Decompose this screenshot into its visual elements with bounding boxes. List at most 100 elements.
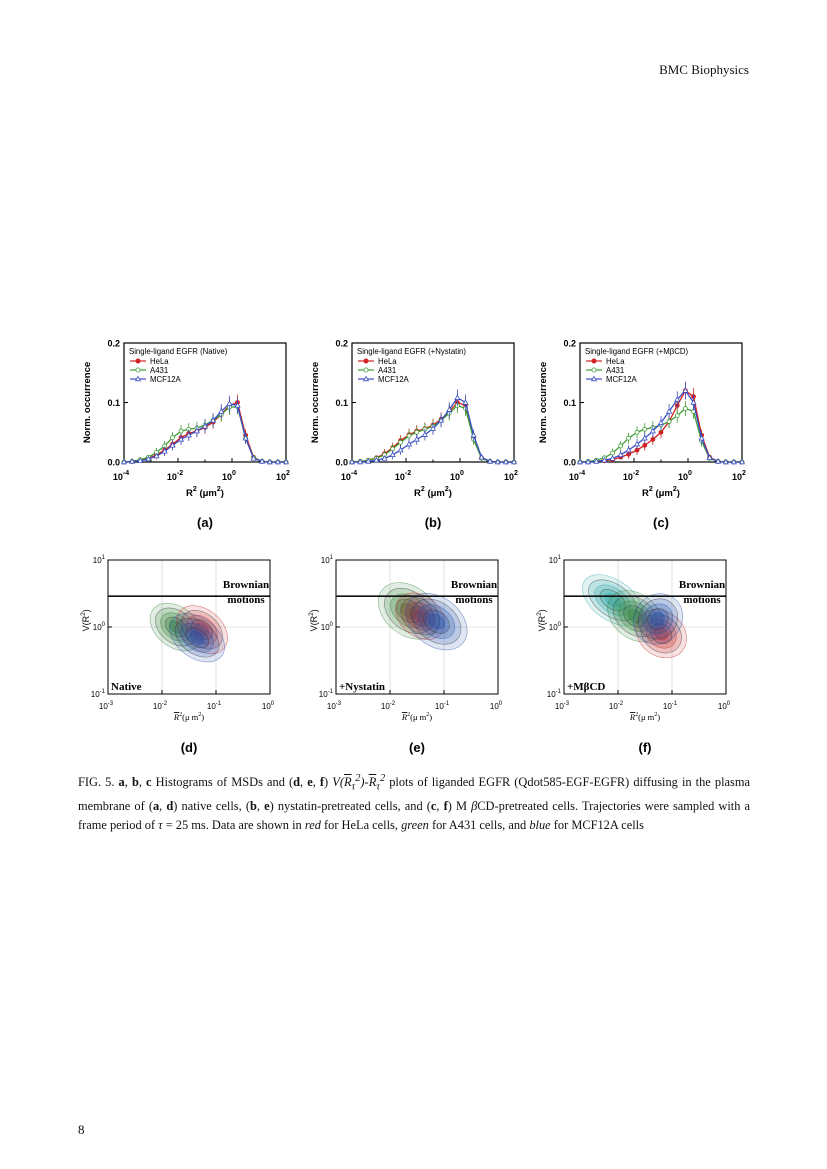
data-point [153,452,160,459]
data-point [266,458,273,465]
tick-exponent: 1 [102,555,106,561]
tick-exponent: 0 [499,701,503,707]
data-point [137,457,144,464]
y-label-sup: 2 [308,612,315,616]
density-contour [588,579,638,621]
caption-beta: β [471,798,478,813]
data-point [642,426,648,432]
x-label-unit: (μ m [410,712,427,722]
caption-letter: d [166,798,174,813]
panel-label: (d) [181,740,198,755]
tick-base: 10 [547,690,556,699]
tick-base: 10 [504,472,514,482]
tick-exponent: -2 [162,701,168,707]
tick-exponent: 1 [330,555,334,561]
tick-base: 10 [569,472,579,482]
x-tick-label: 10-2 [153,701,168,711]
legend-marker [135,358,141,364]
tick-exponent: -2 [633,470,639,477]
caption-letter: c [430,798,437,813]
data-point [682,406,688,411]
tick-base: 10 [93,623,102,632]
caption-letter: e [307,775,313,790]
tick-exponent: -1 [328,689,334,695]
legend-title: Single-ligand EGFR (+Nystatin) [357,347,466,356]
data-point [666,419,672,424]
data-point [218,407,225,414]
y-label-close: ) [81,609,91,612]
x-tick-label: 10-3 [99,701,114,711]
annotation-motions: motions [683,594,721,606]
tick-base: 10 [678,472,688,482]
y-axis-label: Norm. occurrence [538,362,549,443]
x-label-unit: (μ m [182,712,199,722]
annotation-brownian: Brownian [679,579,725,591]
condition-label: +Nystatin [339,681,385,693]
caption-text: ) [324,775,333,790]
data-point [738,458,746,465]
tick-exponent: -3 [108,701,114,707]
tick-exponent: 0 [271,701,275,707]
density-contour [400,603,418,619]
y-tick-label: 100 [549,622,562,632]
x-label-unit-sup: 2 [217,486,221,493]
y-axis-label: V(R2) [536,609,547,631]
x-tick-label: 10-2 [609,701,624,711]
data-point [666,407,673,414]
data-point [429,425,437,431]
tick-base: 10 [490,702,499,711]
tick-exponent: 0 [558,622,562,628]
tick-base: 10 [549,623,558,632]
caption-letter: d [293,775,300,790]
data-point [398,439,403,445]
tick-base: 10 [167,472,177,482]
tick-exponent: -2 [390,701,396,707]
condition-label: +MβCD [567,681,605,693]
x-label-base: R [414,488,421,499]
data-point [438,416,445,423]
y-axis-label: V(R2) [308,609,319,631]
legend-label: HeLa [606,357,625,366]
x-label-unit-sup: 2 [654,712,657,718]
tick-exponent: -4 [123,470,129,477]
x-axis-label: R2(μ m2) [401,712,432,722]
density-contour [160,612,192,642]
data-point [145,455,152,462]
caption-text: = 25 ms. Data are shown in [162,817,305,832]
data-point [706,454,713,461]
y-tick-label: 0.2 [563,339,576,349]
tick-exponent: 1 [558,555,562,561]
tick-base: 10 [609,702,618,711]
tick-base: 10 [276,472,286,482]
data-point [650,436,656,442]
caption-sep: , [300,775,308,790]
x-tick-label: 10-4 [113,470,129,482]
y-tick-label: 10-1 [547,689,562,699]
x-label-close: ) [201,712,204,722]
data-point [373,456,380,463]
y-axis-label: Norm. occurrence [82,362,93,443]
data-point [161,447,168,454]
density-contour [180,622,214,653]
data-point [406,440,413,447]
data-point [169,441,176,448]
x-label-unit-sup: 2 [673,486,677,493]
y-tick-label: 10-1 [319,689,334,699]
panel-label: (e) [409,740,425,755]
caption-fig-number: FIG. 5. [78,775,115,790]
data-point [494,458,501,465]
tick-base: 10 [321,623,330,632]
y-tick-label: 0.1 [335,398,348,408]
data-point [259,457,266,464]
density-contour [607,590,664,643]
data-point [625,446,632,453]
legend-marker [591,358,597,364]
x-axis-label: R2(μ m2) [173,712,204,722]
y-axis-label: V(R2) [80,609,91,631]
x-tick-label: 100 [262,701,275,711]
